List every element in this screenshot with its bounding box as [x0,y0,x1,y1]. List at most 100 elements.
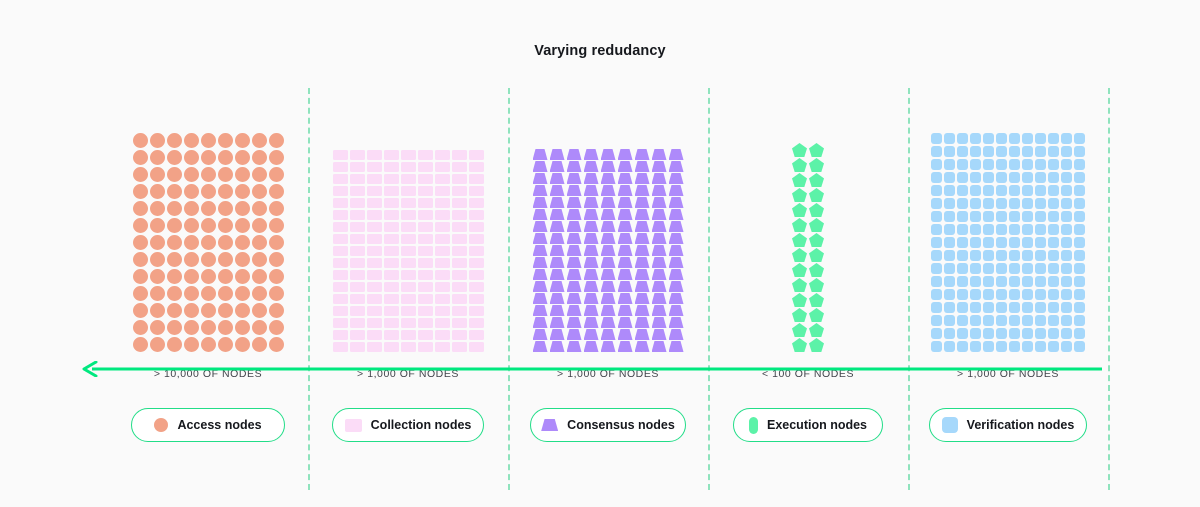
node-consensus [549,281,565,292]
node-verification [1022,341,1033,352]
node-access [166,218,182,233]
node-consensus [668,281,684,292]
node-access [166,235,182,250]
node-verification [1074,146,1085,157]
node-execution [792,218,807,232]
node-verification [957,185,968,196]
node-verification [1009,224,1020,235]
node-collection [417,342,433,352]
node-access [149,167,165,182]
node-consensus [583,329,599,340]
node-verification [931,250,942,261]
node-verification [970,133,981,144]
node-access [149,269,165,284]
node-verification [996,302,1007,313]
node-access [268,133,284,148]
node-consensus [617,209,633,220]
node-consensus [634,329,650,340]
node-verification [970,302,981,313]
legend-label-verification: Verification nodes [966,418,1075,432]
node-access [234,303,250,318]
node-collection [451,306,467,316]
node-collection [417,282,433,292]
node-access [234,201,250,216]
node-execution [792,338,807,352]
node-verification [957,159,968,170]
node-consensus [566,173,582,184]
node-consensus [634,317,650,328]
node-collection [383,234,399,244]
node-execution [809,248,824,262]
node-consensus [668,293,684,304]
node-collection [451,198,467,208]
node-column-execution: < 100 OF NODES [708,120,908,380]
node-consensus [532,197,548,208]
node-grid-wrap-access [108,133,308,352]
node-verification [983,276,994,287]
node-execution [809,323,824,337]
node-verification [1009,250,1020,261]
legend-pill-access[interactable]: Access nodes [131,408,285,442]
node-consensus [668,233,684,244]
node-consensus [532,209,548,220]
node-consensus [566,281,582,292]
node-collection [383,246,399,256]
node-consensus [651,233,667,244]
node-access [132,184,148,199]
node-access [234,184,250,199]
node-verification [944,289,955,300]
node-verification [1022,237,1033,248]
node-access [149,201,165,216]
node-verification [944,198,955,209]
node-access [200,303,216,318]
node-verification [1022,133,1033,144]
node-consensus [600,161,616,172]
node-count-caption-collection: > 1,000 OF NODES [357,368,459,380]
node-consensus [634,149,650,160]
node-access [251,201,267,216]
node-access [166,167,182,182]
node-collection [383,282,399,292]
node-consensus [617,317,633,328]
column-divider-2 [708,88,710,490]
node-collection [383,198,399,208]
legend-pill-execution[interactable]: Execution nodes [733,408,883,442]
node-verification [983,237,994,248]
node-access [132,133,148,148]
node-grid-execution [792,143,824,352]
node-collection [349,210,365,220]
legend-pill-consensus[interactable]: Consensus nodes [530,408,686,442]
node-collection [332,186,348,196]
node-access [149,218,165,233]
node-consensus [617,197,633,208]
node-consensus [668,269,684,280]
node-consensus [617,329,633,340]
node-access [183,320,199,335]
node-verification [1035,237,1046,248]
node-collection [451,270,467,280]
column-divider-3 [908,88,910,490]
node-verification [1022,276,1033,287]
node-consensus [668,149,684,160]
node-collection [349,306,365,316]
node-consensus [600,305,616,316]
legend-pill-collection[interactable]: Collection nodes [332,408,484,442]
node-access [251,184,267,199]
node-consensus [634,185,650,196]
node-verification [1061,211,1072,222]
node-access [234,286,250,301]
node-consensus [600,245,616,256]
node-verification [1061,276,1072,287]
node-verification [1074,224,1085,235]
node-count-caption-consensus: > 1,000 OF NODES [557,368,659,380]
node-access [251,235,267,250]
node-verification [944,185,955,196]
node-collection [417,174,433,184]
node-verification [1048,276,1059,287]
node-collection [417,162,433,172]
node-collection [366,186,382,196]
node-verification [1022,315,1033,326]
node-access [268,167,284,182]
node-collection [468,198,484,208]
legend-pill-verification[interactable]: Verification nodes [929,408,1087,442]
